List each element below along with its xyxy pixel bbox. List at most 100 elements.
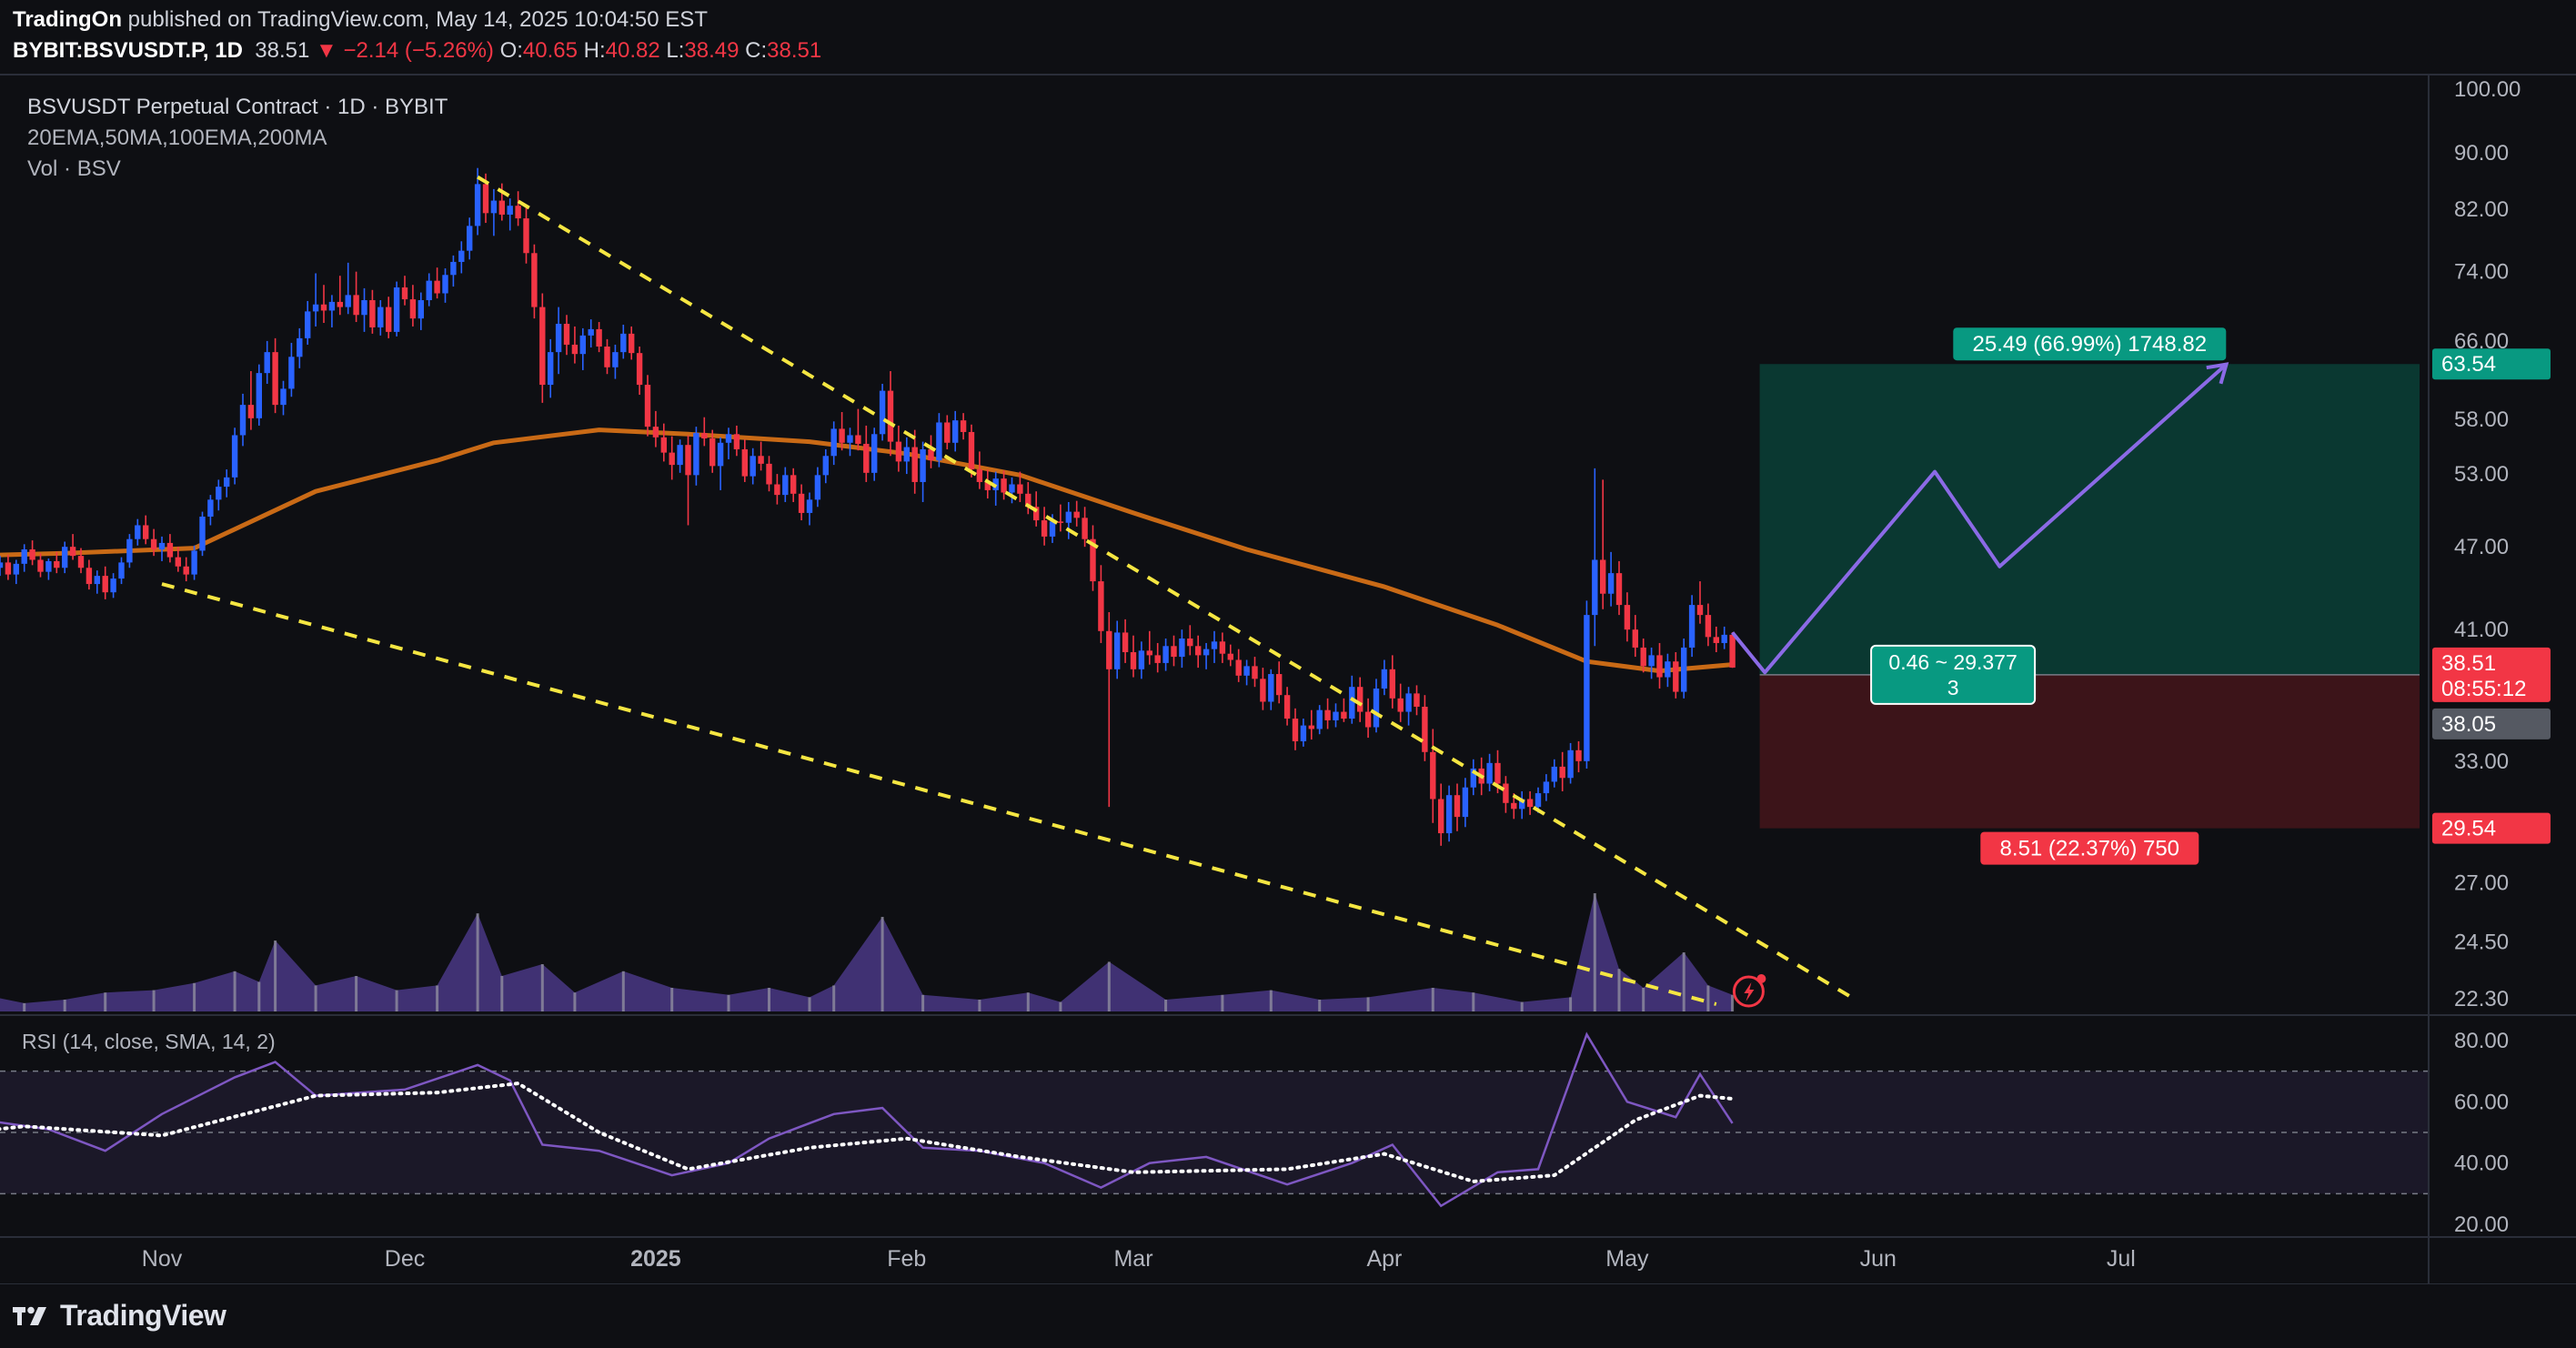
candle — [1308, 725, 1314, 729]
candle — [806, 499, 813, 513]
candle — [1057, 521, 1064, 523]
candle — [1656, 655, 1663, 678]
candle — [369, 300, 376, 327]
candle — [458, 250, 465, 262]
candle — [1575, 749, 1582, 761]
upper-trendline[interactable] — [477, 175, 1856, 1001]
candle — [21, 548, 27, 564]
candle — [401, 287, 408, 300]
candle — [1025, 493, 1031, 508]
candle — [1122, 632, 1129, 653]
candle — [1341, 711, 1347, 719]
candle — [1227, 653, 1233, 660]
candle — [733, 434, 740, 449]
candle — [604, 346, 610, 367]
candle — [345, 295, 351, 307]
candle — [555, 323, 562, 353]
rsi-tick: 60.00 — [2454, 1090, 2509, 1114]
candle — [1503, 783, 1509, 803]
candle — [490, 200, 498, 214]
candle — [135, 525, 141, 539]
candle — [1349, 687, 1355, 719]
candle — [498, 200, 505, 215]
candle — [1511, 802, 1517, 810]
time-tick: Mar — [1113, 1246, 1152, 1272]
high-value: 40.82 — [605, 38, 660, 63]
publisher-name: TradingOn — [13, 7, 122, 32]
candle — [741, 448, 748, 477]
candle — [652, 427, 659, 438]
time-tick: 2025 — [630, 1246, 681, 1272]
alert-lightning-icon[interactable] — [1732, 975, 1765, 1008]
candle — [272, 352, 278, 406]
close-value: 38.51 — [767, 38, 822, 63]
candle — [297, 337, 303, 357]
candle — [288, 357, 295, 389]
candle — [911, 447, 918, 482]
candle — [1195, 646, 1202, 656]
close-label: C: — [745, 38, 768, 63]
risk-reward-qty: 3 — [1947, 676, 1959, 699]
candle — [1276, 674, 1283, 696]
candle — [1430, 751, 1436, 800]
projection-path[interactable] — [1731, 363, 2228, 675]
time-tick: Dec — [385, 1246, 425, 1272]
candle — [1381, 669, 1388, 689]
candle — [798, 493, 805, 513]
candle — [1073, 511, 1080, 518]
candle — [1673, 661, 1679, 692]
candle — [830, 428, 837, 457]
candle — [126, 538, 133, 563]
candle — [1090, 538, 1096, 582]
candle — [1009, 484, 1015, 493]
target-price-badge-text: 63.54 — [2441, 352, 2496, 377]
candle — [1211, 641, 1218, 649]
candle — [1333, 711, 1339, 720]
candle — [1202, 649, 1210, 656]
candle — [1106, 630, 1112, 669]
candle — [13, 563, 19, 575]
candle — [337, 301, 343, 307]
candle — [143, 525, 149, 539]
candle — [474, 184, 481, 226]
loss-zone[interactable] — [1759, 674, 2420, 829]
candle — [1065, 511, 1072, 523]
candle — [774, 484, 780, 496]
entry-price-badge — [2432, 708, 2551, 739]
price-tick: 41.00 — [2454, 618, 2509, 642]
candle — [183, 566, 189, 575]
candle — [224, 477, 230, 488]
profit-zone[interactable] — [1759, 364, 2420, 675]
candle — [879, 390, 886, 435]
candle — [361, 300, 367, 316]
candle — [1187, 638, 1193, 647]
candle — [353, 295, 359, 316]
volume-legend: Vol · BSV — [27, 156, 121, 181]
rsi-legend: RSI (14, close, SMA, 14, 2) — [22, 1030, 276, 1053]
candle — [239, 405, 247, 436]
candle — [102, 576, 108, 593]
lower-trendline[interactable] — [161, 582, 1717, 1006]
rsi-sma-line — [0, 1081, 1735, 1183]
stop-price-badge — [2432, 812, 2551, 844]
candle — [1526, 799, 1534, 808]
last-price: 38.51 — [255, 38, 310, 63]
candle — [1114, 632, 1121, 669]
price-change: ▼ −2.14 (−5.26%) — [316, 38, 494, 63]
ma-legend: 20EMA,50MA,100EMA,200MA — [27, 126, 327, 150]
price-tick: 90.00 — [2454, 141, 2509, 166]
candle — [782, 475, 789, 496]
high-label: H: — [583, 38, 606, 63]
candle — [531, 253, 538, 307]
candle — [37, 559, 44, 572]
price-chart[interactable]: 100.0090.0082.0074.0066.0058.0053.0047.0… — [0, 0, 2576, 1284]
candle — [1292, 719, 1299, 741]
time-tick: Feb — [887, 1246, 926, 1272]
candle — [644, 385, 651, 428]
candle — [887, 390, 894, 442]
price-tick: 74.00 — [2454, 260, 2509, 285]
candle — [920, 448, 926, 482]
candle — [312, 304, 319, 312]
candle — [247, 405, 255, 418]
risk-reward-box[interactable] — [1870, 644, 2037, 705]
